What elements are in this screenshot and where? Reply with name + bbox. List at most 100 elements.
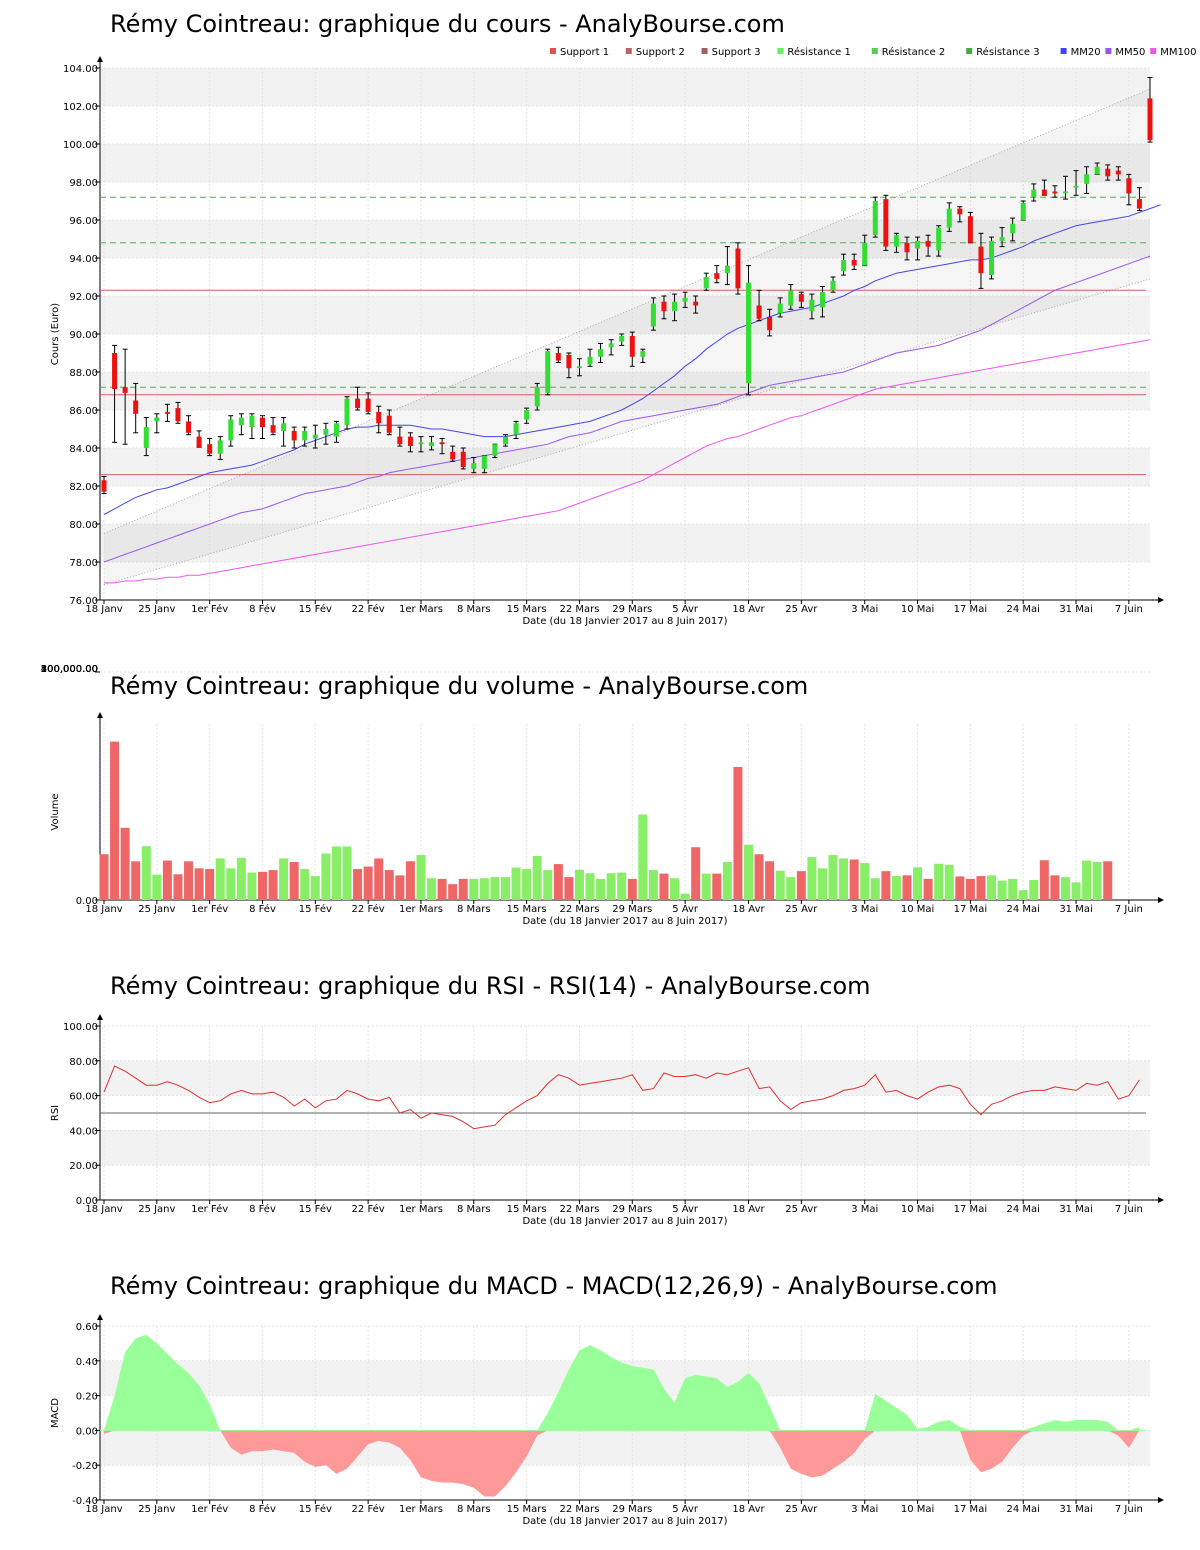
candle	[492, 443, 498, 458]
candle	[524, 407, 530, 424]
candle	[1031, 183, 1037, 202]
candle	[608, 339, 614, 356]
candle-body	[344, 398, 350, 426]
volume-bar	[765, 861, 775, 900]
volume-bar	[722, 861, 732, 900]
legend-label: Résistance 1	[787, 46, 850, 58]
x-tick-label: 17 Mai	[954, 1204, 987, 1215]
x-tick-label: 31 Mai	[1059, 904, 1092, 915]
volume-bar	[279, 858, 289, 900]
y-axis-title: RSI	[50, 1105, 61, 1121]
volume-bar	[363, 866, 373, 900]
volume-bar	[184, 861, 194, 900]
candle	[207, 438, 213, 457]
x-tick-label: 5 Avr	[672, 1204, 699, 1215]
candle	[312, 424, 318, 449]
candle-body	[1084, 174, 1090, 184]
candle	[1041, 179, 1047, 196]
volume-bar	[405, 861, 415, 900]
volume-bar	[638, 814, 648, 900]
channel-upper-line	[103, 88, 1151, 534]
candle	[587, 348, 593, 367]
candle-body	[608, 343, 614, 348]
y-tick-label: 100.00	[63, 1022, 98, 1033]
candle	[143, 417, 149, 457]
volume-bar	[543, 870, 553, 900]
x-tick-label: 25 Avr	[785, 904, 818, 915]
legend-label: Résistance 2	[882, 46, 945, 58]
candle	[259, 415, 265, 439]
volume-bar	[152, 874, 162, 900]
x-tick-label: 18 Janv	[85, 1504, 122, 1515]
candle	[798, 291, 804, 308]
candle	[957, 206, 963, 223]
candle	[946, 202, 952, 232]
candle-body	[175, 408, 181, 422]
volume-bar	[775, 870, 785, 900]
volume-bar	[205, 869, 215, 900]
candle	[1073, 170, 1079, 196]
candle-body	[756, 305, 762, 319]
x-tick-label: 10 Mai	[901, 1504, 934, 1515]
candle	[777, 297, 783, 318]
x-tick-label: 3 Mai	[851, 904, 878, 915]
candle	[281, 417, 287, 447]
candle-body	[397, 436, 403, 445]
candle-body	[101, 480, 107, 492]
x-tick-label: 10 Mai	[901, 1204, 934, 1215]
volume-bar	[1103, 861, 1113, 900]
volume-bar	[448, 884, 458, 900]
candle-body	[640, 351, 646, 357]
volume-bar	[247, 872, 257, 900]
candle	[1062, 175, 1068, 200]
y-tick-label: 0.00	[76, 896, 98, 907]
y-tick-label: 94.00	[69, 254, 98, 265]
y-tick-label: 100.00	[63, 140, 98, 151]
x-tick-label: 8 Fév	[249, 603, 276, 615]
candle-body	[999, 237, 1005, 241]
candle	[830, 276, 836, 293]
x-tick-label: 1er Fév	[191, 603, 228, 615]
x-tick-label: 5 Avr	[672, 604, 699, 615]
candle-body	[122, 387, 128, 393]
x-tick-label: 1er Fév	[191, 1203, 228, 1215]
volume-bar	[490, 877, 500, 900]
candle	[566, 352, 572, 379]
x-tick-label: 22 Mars	[559, 1204, 599, 1215]
candle	[270, 417, 276, 436]
candle-body	[545, 351, 551, 393]
volume-bar	[194, 868, 204, 900]
macd-chart: -0.40 -0.20 0.00 0.20 0.40 0.60 18 Janv 25 Janv…	[50, 1314, 1164, 1527]
candle	[418, 436, 424, 453]
volume-bar	[1092, 861, 1102, 900]
x-tick-label: 5 Avr	[672, 904, 699, 915]
volume-bar	[881, 871, 891, 900]
candle-body	[830, 280, 836, 291]
x-tick-label: 25 Janv	[138, 1204, 175, 1215]
y-tick-label: 0.00	[76, 1426, 98, 1437]
x-tick-label: 29 Mars	[612, 904, 652, 915]
candle	[175, 401, 181, 424]
candle-body	[291, 430, 297, 441]
legend-swatch	[1060, 48, 1067, 54]
candle-body	[946, 208, 952, 228]
volume-bar	[1029, 879, 1039, 900]
x-tick-label: 10 Mai	[901, 604, 934, 615]
candle-body	[164, 411, 170, 414]
candle	[872, 196, 878, 238]
y-tick-label: 78.00	[69, 558, 98, 569]
legend-swatch	[701, 48, 708, 54]
y-tick-label: 88.00	[69, 368, 98, 379]
trend-channel	[104, 88, 1150, 585]
y-tick-label: 300,000.00	[41, 664, 98, 675]
candle	[1020, 200, 1026, 221]
candle-body	[418, 442, 424, 445]
candle-body	[1115, 170, 1121, 175]
y-tick-label: 96.00	[69, 216, 98, 227]
volume-bar	[944, 864, 954, 900]
volume-bar	[744, 844, 754, 900]
volume-bar	[976, 876, 986, 900]
mm20-line	[103, 204, 1161, 515]
x-tick-label: 15 Mars	[507, 904, 547, 915]
x-tick-label: 24 Mai	[1006, 604, 1039, 615]
